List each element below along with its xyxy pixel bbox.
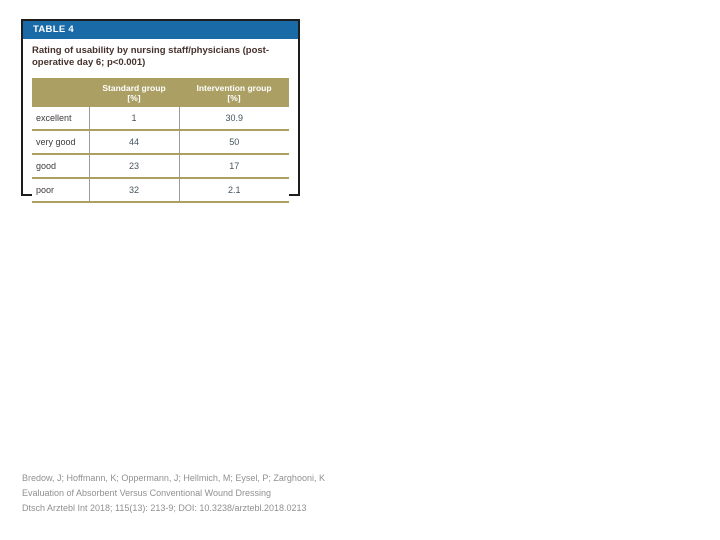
table-row: very good 44 50: [32, 130, 289, 155]
citation: Bredow, J; Hoffmann, K; Oppermann, J; He…: [22, 471, 325, 517]
table-tag-label: TABLE 4: [33, 24, 74, 35]
corner-cell: [32, 78, 89, 107]
table-row: excellent 1 30.9: [32, 107, 289, 131]
column-header-intervention: Intervention group [%]: [179, 78, 289, 107]
column-header-standard: Standard group [%]: [89, 78, 179, 107]
intervention-value: 50: [178, 130, 289, 155]
table-row: poor 32 2.1: [32, 178, 289, 203]
table-card: TABLE 4 Rating of usability by nursing s…: [21, 19, 300, 203]
row-label: very good: [32, 130, 89, 155]
table-row: good 23 17: [32, 154, 289, 179]
intervention-value: 2.1: [178, 178, 289, 203]
standard-value: 44: [88, 130, 179, 155]
row-label: excellent: [32, 107, 89, 131]
standard-value: 1: [88, 107, 179, 131]
row-label: poor: [32, 178, 89, 203]
table-tag-bar: TABLE 4: [23, 21, 298, 39]
table-card-body: Rating of usability by nursing staff/phy…: [23, 39, 298, 203]
usability-rating-table: Standard group [%] Intervention group [%…: [32, 78, 289, 203]
table-title: Rating of usability by nursing staff/phy…: [32, 45, 269, 68]
citation-authors: Bredow, J; Hoffmann, K; Oppermann, J; He…: [22, 473, 325, 483]
citation-paper-title: Evaluation of Absorbent Versus Conventio…: [22, 488, 271, 499]
standard-value: 23: [88, 154, 179, 179]
intervention-value: 17: [178, 154, 289, 179]
citation-reference: Dtsch Arztebl Int 2018; 115(13): 213-9; …: [22, 503, 307, 514]
row-label: good: [32, 154, 89, 179]
table-header-row: Standard group [%] Intervention group [%…: [32, 78, 289, 107]
intervention-value: 30.9: [178, 107, 289, 131]
standard-value: 32: [88, 178, 179, 203]
